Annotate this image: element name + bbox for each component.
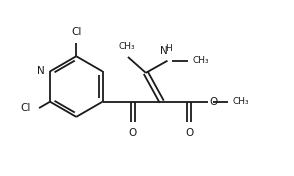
Text: O: O (185, 128, 193, 138)
Text: O: O (209, 97, 217, 107)
Text: CH₃: CH₃ (118, 42, 135, 51)
Text: CH₃: CH₃ (232, 97, 249, 106)
Text: CH₃: CH₃ (193, 56, 210, 65)
Text: Cl: Cl (21, 103, 31, 113)
Text: Cl: Cl (71, 27, 81, 37)
Text: N: N (37, 66, 45, 76)
Text: N: N (160, 46, 168, 55)
Text: H: H (165, 44, 171, 53)
Text: O: O (129, 128, 137, 138)
